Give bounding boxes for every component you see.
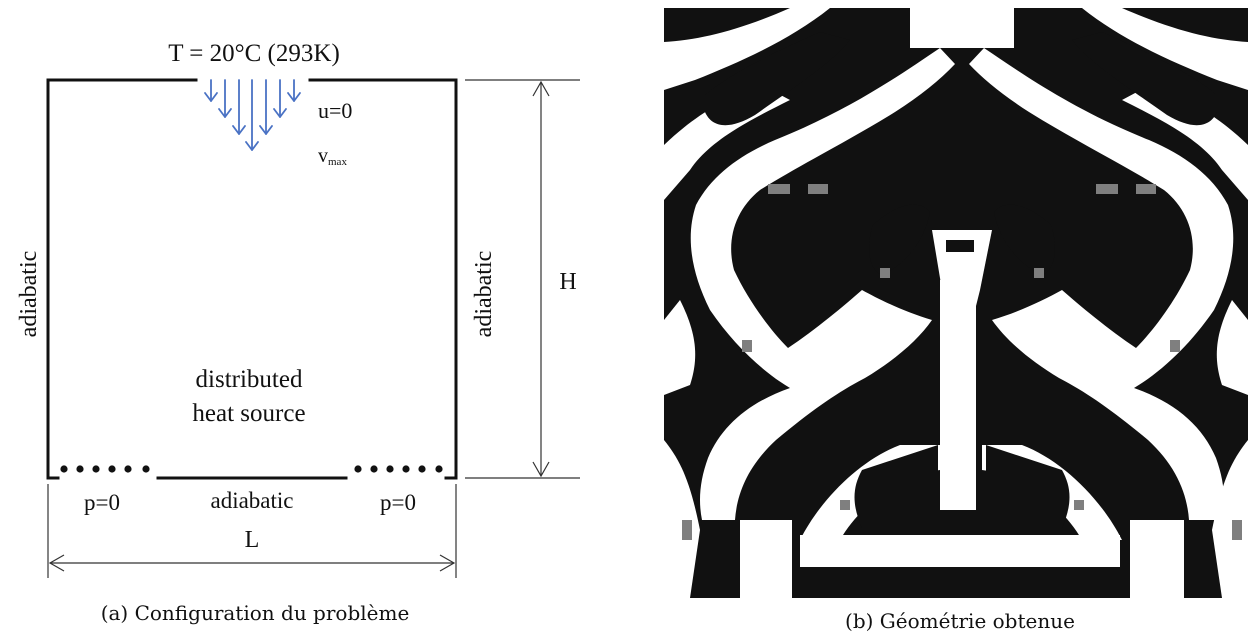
- inlet-velocity-arrows: [204, 79, 301, 151]
- left-outlet-label: p=0: [84, 490, 120, 515]
- left-mid-island: [869, 204, 930, 275]
- solid-islands: [705, 32, 1217, 591]
- bottom-wall-label: adiabatic: [210, 488, 293, 513]
- left-bottom-block: [854, 445, 938, 528]
- right-outlet-dots: [354, 465, 443, 473]
- bottom-bar: [828, 571, 1090, 591]
- inlet-v-letter: v: [318, 145, 328, 167]
- domain-walls: [46, 78, 458, 480]
- right-bottom-block: [986, 445, 1070, 528]
- left-wall-label: adiabatic: [16, 251, 42, 338]
- caption-b: (b) Géométrie obtenue: [845, 609, 1075, 633]
- intermediate-density-cells: [682, 184, 1242, 540]
- heat-source-line1: distributed: [196, 366, 303, 393]
- height-dimension: [465, 79, 580, 479]
- width-dimension: [47, 484, 457, 578]
- problem-configuration-panel: T = 20°C (293K) u=0 vmax adiabatic adiab…: [16, 40, 580, 625]
- right-outlet-label: p=0: [380, 490, 416, 515]
- fluid-channels: [664, 8, 1248, 598]
- left-outlet-dots: [60, 465, 150, 473]
- width-label: L: [245, 527, 260, 553]
- right-mid-island: [994, 204, 1055, 275]
- top-temperature-label: T = 20°C (293K): [168, 40, 340, 67]
- inlet-v-subscript: max: [328, 156, 347, 168]
- caption-a: (a) Configuration du problème: [101, 601, 410, 625]
- inlet-u-label: u=0: [318, 98, 352, 123]
- left-top-island: [705, 32, 850, 126]
- optimized-geometry-panel: (b) Géométrie obtenue: [664, 8, 1248, 633]
- center-dash: [946, 240, 974, 252]
- height-label: H: [559, 269, 576, 295]
- right-wall-label: adiabatic: [471, 251, 497, 338]
- inlet-vmax-label: vmax: [318, 145, 347, 168]
- heat-source-line2: heat source: [192, 400, 305, 427]
- right-top-island: [1072, 32, 1217, 126]
